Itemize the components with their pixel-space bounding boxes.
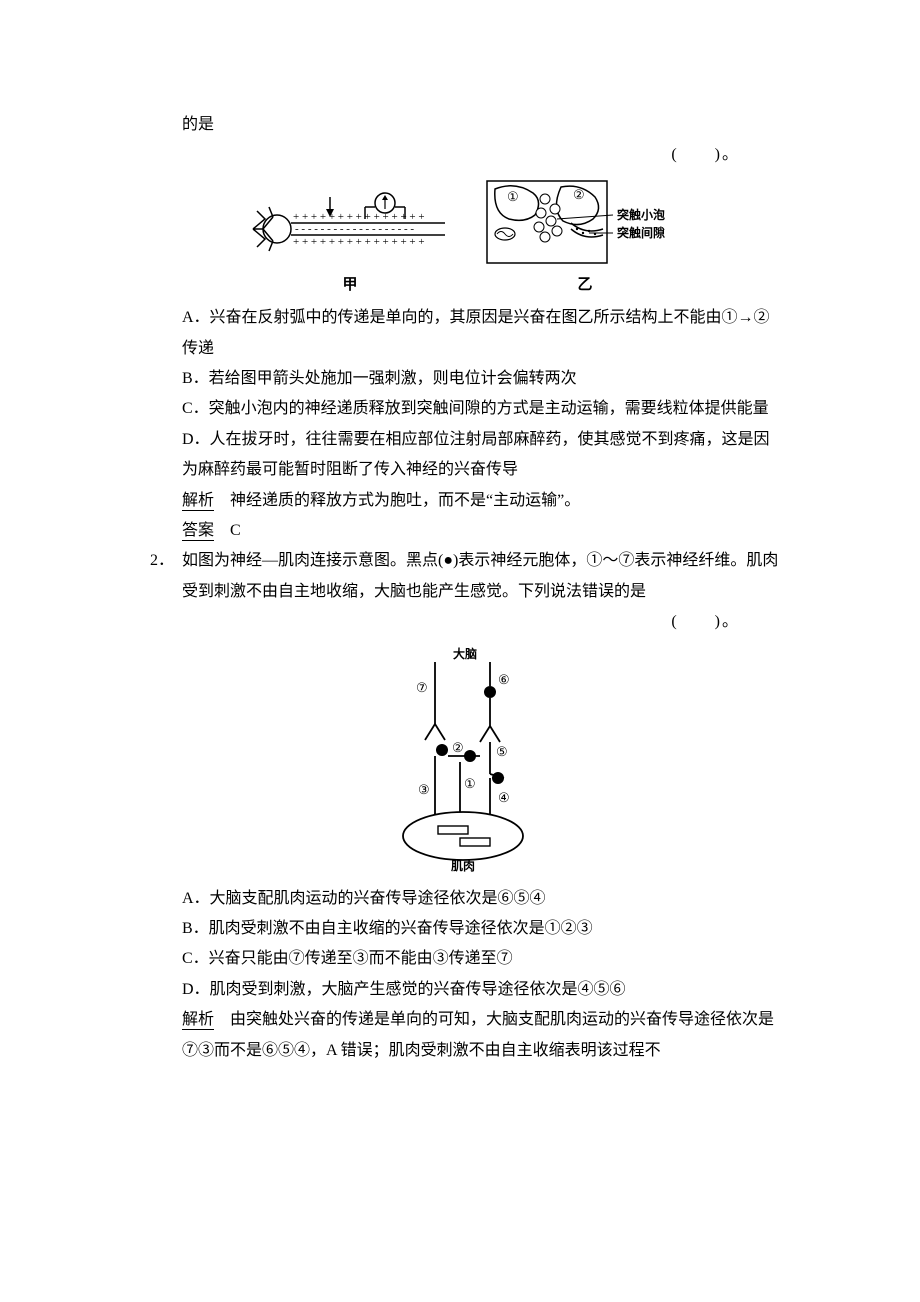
q2-n1: ① bbox=[464, 776, 476, 791]
q1-diagram-right: ① ② bbox=[485, 179, 685, 300]
q1-answer-text: C bbox=[214, 522, 241, 539]
q1-label-cleft: 突触间隙 bbox=[617, 225, 665, 240]
q2-stem-row: 2． 如图为神经—肌肉连接示意图。黑点(●)表示神经元胞体，①～⑦表示神经纤维。… bbox=[150, 546, 780, 607]
q1-answer: 答案 C bbox=[182, 516, 780, 546]
q2-label-brain: 大脑 bbox=[453, 646, 477, 661]
q2-n2: ② bbox=[452, 740, 464, 755]
q1-option-d: D．人在拔牙时，往往需要在相应部位注射局部麻醉药，使其感觉不到疼痛，这是因为麻醉… bbox=[182, 425, 780, 486]
q1-analysis-text: 神经递质的释放方式为胞吐，而不是“主动运输”。 bbox=[214, 492, 580, 509]
q2-analysis: 解析 由突触处兴奋的传递是单向的可知，大脑支配肌肉运动的兴奋传导途径依次是⑦③而… bbox=[182, 1005, 780, 1066]
q1-num2: ② bbox=[573, 187, 585, 202]
q1-diagram-left: - - - - - - - - - - - - - - - - - - - + … bbox=[245, 189, 455, 300]
q2-option-c: C．兴奋只能由⑦传递至③而不能由③传递至⑦ bbox=[182, 944, 780, 974]
q2-stem: 如图为神经—肌肉连接示意图。黑点(●)表示神经元胞体，①～⑦表示神经纤维。肌肉受… bbox=[182, 546, 780, 607]
q1-caption-left: 甲 bbox=[342, 271, 357, 300]
q1-option-c: C．突触小泡内的神经递质释放到突触间隙的方式是主动运输，需要线粒体提供能量 bbox=[182, 394, 780, 424]
q2-svg: 大脑 bbox=[380, 644, 550, 874]
q2-option-d: D．肌肉受到刺激，大脑产生感觉的兴奋传导途径依次是④⑤⑥ bbox=[182, 975, 780, 1005]
q2-label-muscle: 肌肉 bbox=[450, 858, 475, 873]
q1-option-b: B．若给图甲箭头处施加一强刺激，则电位计会偏转两次 bbox=[182, 364, 780, 394]
q2-n6: ⑥ bbox=[498, 672, 510, 687]
q1-answer-label: 答案 bbox=[182, 522, 214, 541]
svg-text:+ + + + + + + + + + + + + + +: + + + + + + + + + + + + + + + bbox=[293, 236, 425, 248]
q2-analysis-text: 由突触处兴奋的传递是单向的可知，大脑支配肌肉运动的兴奋传导途径依次是⑦③而不是⑥… bbox=[182, 1011, 774, 1058]
q1-stem-tail: 的是 bbox=[182, 110, 780, 140]
q2-n3: ③ bbox=[418, 782, 430, 797]
q2-n7: ⑦ bbox=[416, 680, 428, 695]
q1-caption-right: 乙 bbox=[577, 271, 592, 300]
q2-analysis-label: 解析 bbox=[182, 1011, 214, 1030]
q2-diagram: 大脑 bbox=[150, 644, 780, 874]
q1-diagram-row: - - - - - - - - - - - - - - - - - - - + … bbox=[150, 179, 780, 300]
q1-svg-right: ① ② bbox=[485, 179, 685, 269]
q2-paren: ( )。 bbox=[150, 607, 780, 637]
svg-text:- - - - - - - - - - - - - - -: - - - - - - - - - - - - - - - - - - - bbox=[295, 223, 414, 235]
q2-option-b: B．肌肉受刺激不由自主收缩的兴奋传导途径依次是①②③ bbox=[182, 914, 780, 944]
q2-option-a: A．大脑支配肌肉运动的兴奋传导途径依次是⑥⑤④ bbox=[182, 884, 780, 914]
q1-analysis: 解析 神经递质的释放方式为胞吐，而不是“主动运输”。 bbox=[182, 486, 780, 516]
q1-svg-left: - - - - - - - - - - - - - - - - - - - + … bbox=[245, 189, 455, 269]
q2-n5: ⑤ bbox=[496, 744, 508, 759]
q2-n4: ④ bbox=[498, 790, 510, 805]
q1-paren: ( )。 bbox=[150, 140, 780, 170]
q1-num1: ① bbox=[507, 189, 519, 204]
q1-label-vesicle: 突触小泡 bbox=[617, 207, 665, 222]
q1-analysis-label: 解析 bbox=[182, 492, 214, 511]
q2-number: 2． bbox=[150, 546, 182, 576]
q1-option-a: A．兴奋在反射弧中的传递是单向的，其原因是兴奋在图乙所示结构上不能由①→②传递 bbox=[182, 303, 780, 364]
